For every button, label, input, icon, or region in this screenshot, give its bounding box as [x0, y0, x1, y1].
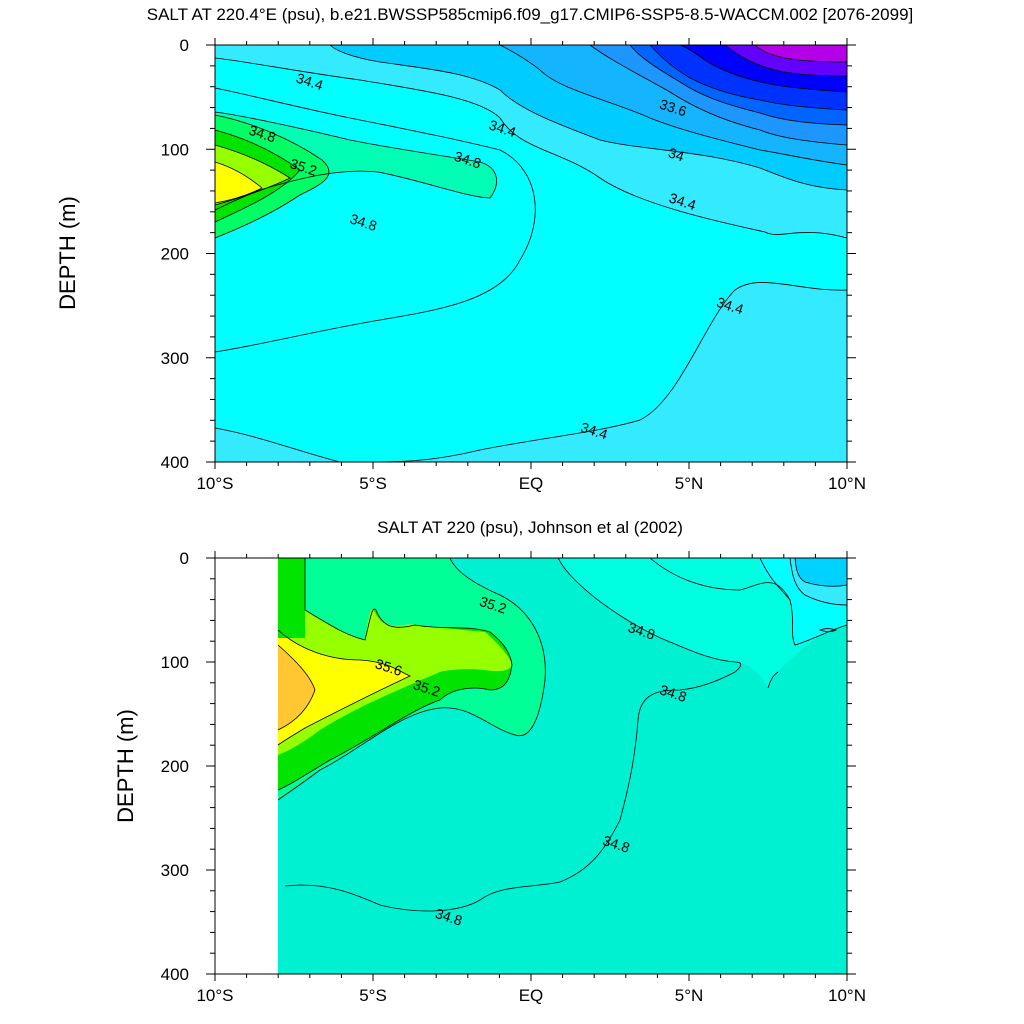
- bottom-panel-y-axis-label: DEPTH (m): [113, 709, 138, 823]
- bottom-panel-axes: 10°S 5°S EQ 5°N 10°N 0 100 200 300 400: [161, 549, 866, 1005]
- bottom-panel: SALT AT 220 (psu), Johnson et al (2002): [113, 518, 866, 1005]
- top-panel: SALT AT 220.4°E (psu), b.e21.BWSSP585cmi…: [55, 5, 913, 493]
- top-panel-title: SALT AT 220.4°E (psu), b.e21.BWSSP585cmi…: [147, 5, 914, 24]
- x-tick-label: 10°S: [196, 474, 233, 493]
- y-tick-label: 200: [161, 757, 189, 776]
- top-panel-y-axis-label: DEPTH (m): [55, 196, 80, 310]
- bottom-panel-plot-area: [277, 557, 848, 974]
- y-tick-label: 100: [161, 653, 189, 672]
- contour-label: 34: [666, 144, 686, 164]
- x-tick-label: 5°N: [675, 474, 704, 493]
- x-tick-label: EQ: [519, 474, 544, 493]
- y-tick-label: 0: [180, 36, 189, 55]
- x-tick-label: 10°N: [828, 474, 866, 493]
- bottom-panel-title: SALT AT 220 (psu), Johnson et al (2002): [377, 518, 683, 537]
- y-tick-label: 300: [161, 349, 189, 368]
- y-tick-label: 400: [161, 965, 189, 984]
- x-tick-label: 10°S: [196, 986, 233, 1005]
- y-tick-label: 200: [161, 245, 189, 264]
- y-tick-label: 400: [161, 453, 189, 472]
- y-tick-label: 300: [161, 861, 189, 880]
- x-tick-label: 5°S: [359, 986, 387, 1005]
- x-tick-label: 5°S: [359, 474, 387, 493]
- x-tick-label: EQ: [519, 986, 544, 1005]
- x-tick-label: 10°N: [828, 986, 866, 1005]
- y-tick-label: 100: [161, 140, 189, 159]
- y-tick-label: 0: [180, 549, 189, 568]
- x-tick-label: 5°N: [675, 986, 704, 1005]
- top-panel-axes: 10°S 5°S EQ 5°N 10°N 0 100 200 300 400: [161, 36, 866, 493]
- top-panel-plot-area: [214, 44, 848, 463]
